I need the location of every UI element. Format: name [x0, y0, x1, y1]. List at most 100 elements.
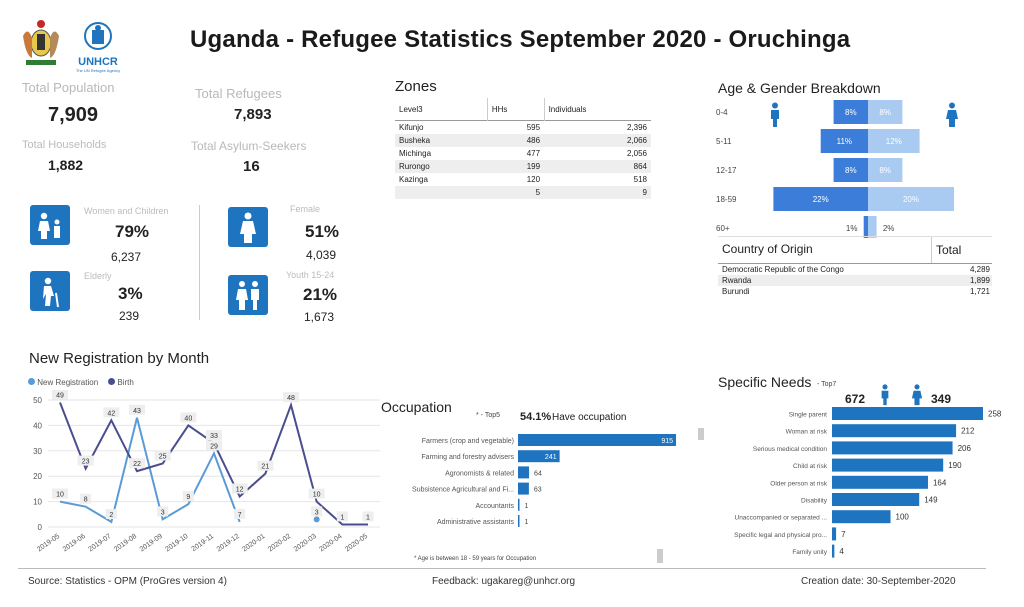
female-bar — [868, 216, 877, 238]
footer-divider — [18, 568, 986, 569]
occupation-value-label: 64 — [534, 470, 542, 477]
elderly-count: 239 — [119, 309, 140, 323]
data-label: 8 — [84, 497, 88, 504]
data-label: 42 — [107, 410, 115, 417]
x-tick-label: 2019-05 — [36, 533, 61, 554]
youth-count: 1,673 — [304, 310, 335, 324]
specific-needs-subtitle: - Top7 — [817, 381, 837, 388]
y-tick-label: 30 — [33, 447, 42, 456]
needs-bar[interactable] — [832, 424, 957, 438]
occupation-value-label: 241 — [545, 454, 557, 461]
zones-cell-hhs: 486 — [526, 136, 541, 145]
zones-cell-level: Busheka — [399, 136, 431, 145]
female-bar-label: 2% — [883, 224, 895, 233]
occupation-bar[interactable] — [518, 482, 529, 495]
needs-category-label: Serious medical condition — [753, 446, 827, 453]
zones-row[interactable]: Rurongo 199 864 — [395, 160, 651, 173]
women-children-pct: 79% — [115, 222, 150, 241]
data-label-bg — [206, 430, 222, 441]
occupation-scrollbar-bottom[interactable] — [657, 549, 663, 563]
legend-birth[interactable]: Birth — [108, 378, 134, 387]
female-bar-label: 12% — [886, 137, 902, 146]
data-label: 3 — [315, 509, 319, 516]
female-pct: 51% — [305, 222, 340, 241]
data-label-bg — [154, 450, 171, 461]
occupation-category-label: Agronomists & related — [445, 470, 514, 477]
data-label-bg — [80, 493, 92, 504]
country-name: Rwanda — [722, 276, 752, 285]
specific-needs-bar-chart: Single parent 258 Woman at risk 212 Serious … — [734, 407, 1002, 558]
registration-title: New Registration by Month — [29, 350, 210, 367]
country-row[interactable]: Democratic Republic of the Congo 4,289 — [718, 264, 992, 275]
country-header-total[interactable]: Total — [936, 243, 962, 257]
occupation-bar[interactable] — [518, 515, 520, 527]
occupation-bar[interactable] — [518, 434, 676, 446]
male-bar — [773, 187, 868, 211]
total-asylum-label: Total Asylum-Seekers — [191, 139, 307, 153]
country-header-origin[interactable]: Country of Origin — [718, 237, 932, 263]
needs-bar[interactable] — [832, 527, 837, 541]
occupation-bar[interactable] — [518, 466, 530, 479]
female-icon — [228, 207, 268, 247]
x-tick-label: 2019-08 — [113, 533, 138, 554]
zones-cell-individuals: 864 — [633, 162, 647, 171]
zones-cell-level: Rurongo — [399, 162, 430, 171]
female-bar — [868, 187, 954, 211]
data-label-bg — [52, 488, 68, 499]
female-bar — [868, 100, 903, 124]
occupation-category-label: Farming and forestry advisers — [421, 454, 514, 461]
female-bar-label: 8% — [879, 108, 891, 117]
needs-value-label: 100 — [896, 513, 910, 522]
new-registration-point — [313, 516, 320, 523]
needs-value-label: 190 — [948, 461, 962, 470]
data-label: 33 — [210, 433, 218, 440]
occupation-scrollbar-top[interactable] — [698, 428, 704, 440]
age-gender-title: Age & Gender Breakdown — [718, 80, 881, 96]
total-population-value: 7,909 — [48, 104, 99, 126]
country-row[interactable]: Burundi 1,721 — [718, 286, 992, 297]
data-label-bg — [103, 407, 120, 418]
total-refugees-label: Total Refugees — [195, 86, 282, 101]
specific-needs-title: Specific Needs — [718, 374, 812, 390]
x-tick-label: 2019-09 — [139, 533, 164, 554]
zones-row[interactable]: Kifunjo 595 2,396 — [395, 120, 651, 134]
needs-bar[interactable] — [832, 441, 953, 455]
data-label-bg — [129, 458, 145, 469]
data-label: 48 — [287, 395, 295, 402]
data-label: 25 — [159, 454, 167, 461]
zones-row[interactable]: Michinga 477 2,056 — [395, 147, 651, 160]
needs-bar[interactable] — [832, 493, 920, 506]
needs-bar[interactable] — [832, 544, 835, 558]
data-label-bg — [77, 455, 94, 466]
unhcr-subtext: The UN Refugee Agency — [75, 68, 121, 73]
zones-header-level[interactable]: Level3 — [395, 98, 488, 121]
zones-row[interactable]: Kazinga 120 518 — [395, 173, 651, 186]
zones-row[interactable]: Busheka 486 2,066 — [395, 134, 651, 147]
needs-value-label: 149 — [924, 496, 938, 505]
country-name: Democratic Republic of the Congo — [722, 265, 844, 274]
legend-new-registration[interactable]: New Registration — [28, 378, 98, 387]
country-row[interactable]: Rwanda 1,899 — [718, 275, 992, 286]
x-tick-label: 2020-03 — [293, 533, 318, 554]
data-label-bg — [257, 460, 274, 471]
footer-feedback[interactable]: Feedback: ugakareg@unhcr.org — [432, 576, 576, 587]
zones-header-individuals[interactable]: Individuals — [548, 104, 587, 114]
data-label-bg — [52, 390, 68, 400]
country-name: Burundi — [722, 287, 750, 296]
occupation-value-label: 63 — [534, 487, 542, 494]
country-table: Country of Origin Total Democratic Repub… — [718, 236, 992, 297]
needs-bar[interactable] — [832, 475, 928, 489]
data-label-bg — [206, 440, 222, 451]
occupation-category-label: Accountants — [475, 503, 514, 510]
needs-bar[interactable] — [832, 458, 944, 472]
occupation-bar[interactable] — [518, 450, 560, 463]
needs-bar[interactable] — [832, 510, 891, 524]
new-registration-line — [59, 417, 241, 524]
male-bar-label: 8% — [845, 108, 857, 117]
zones-header-hhs[interactable]: HHs — [487, 98, 545, 121]
footer-source: Source: Statistics - OPM (ProGres versio… — [28, 576, 227, 587]
needs-bar[interactable] — [832, 407, 983, 420]
data-label: 12 — [236, 487, 244, 494]
occupation-bar[interactable] — [518, 498, 520, 511]
